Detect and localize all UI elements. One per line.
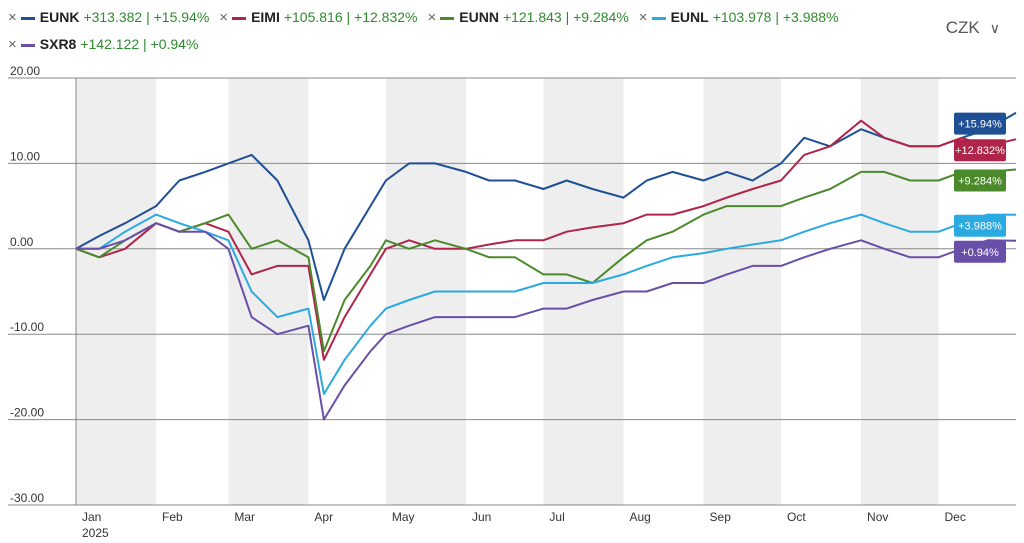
y-tick-label: -20.00 <box>10 406 44 420</box>
x-tick-label: Feb <box>162 510 183 524</box>
x-tick-label: Nov <box>867 510 888 524</box>
series-line-eunk <box>75 111 1017 301</box>
currency-selector[interactable]: CZK ∨ <box>946 18 1000 38</box>
legend-item-eunk[interactable]: × EUNK +313.382 | +15.94% <box>8 4 209 31</box>
chart-legend: × EUNK +313.382 | +15.94% × EIMI +105.816 | +… <box>8 4 928 58</box>
month-band <box>228 78 309 505</box>
legend-ticker: EUNK <box>39 9 80 25</box>
end-label-text: +9.284% <box>958 176 1002 188</box>
end-labels: +15.94% +12.832% +9.284% +3.988% +0.94% <box>954 112 1006 263</box>
x-tick-label: Dec <box>945 510 966 524</box>
series-line-eunl <box>76 213 1017 395</box>
legend-ticker: SXR8 <box>39 36 77 52</box>
legend-ticker: EIMI <box>251 9 280 25</box>
legend-swatch <box>20 43 35 47</box>
month-band <box>543 78 624 505</box>
x-year-label: 2025 <box>82 526 109 540</box>
chevron-down-icon: ∨ <box>989 20 1000 36</box>
legend-swatch <box>20 16 35 20</box>
x-tick-label: May <box>392 510 415 524</box>
legend-item-sxr8[interactable]: × SXR8 +142.122 | +0.94% <box>8 31 198 58</box>
end-label-box <box>954 240 1006 263</box>
x-tick-label: Jun <box>472 510 491 524</box>
end-label-eimi: +12.832% <box>954 139 1006 162</box>
month-band <box>703 78 781 505</box>
legend-values: +313.382 | +15.94% <box>83 9 210 25</box>
remove-icon[interactable]: × <box>638 9 648 26</box>
legend-swatch <box>232 16 247 20</box>
series-line-eimi <box>75 119 1017 361</box>
remove-icon[interactable]: × <box>427 9 437 26</box>
x-tick-label: Jul <box>549 510 564 524</box>
end-label-text: +15.94% <box>958 119 1002 131</box>
remove-icon[interactable]: × <box>219 9 229 26</box>
legend-item-eunn[interactable]: × EUNN +121.843 | +9.284% <box>428 4 629 31</box>
y-tick-label: -10.00 <box>10 320 44 334</box>
legend-values: +103.978 | +3.988% <box>712 9 839 25</box>
series-line-eunn <box>75 168 1017 353</box>
remove-icon[interactable]: × <box>8 36 17 53</box>
legend-values: +105.816 | +12.832% <box>283 9 418 25</box>
legend-swatch <box>440 16 455 20</box>
end-label-eunn: +9.284% <box>954 169 1006 192</box>
y-tick-label: 20.00 <box>10 64 40 78</box>
end-label-box <box>954 214 1006 237</box>
x-tick-label: Oct <box>787 510 806 524</box>
x-axis-ticks: Jan Feb Mar Apr May Jun Jul Aug Sep Oct Nov Dec 2025 <box>82 510 966 540</box>
legend-item-eunl[interactable]: × EUNL +103.978 | +3.988% <box>639 4 839 31</box>
end-label-box <box>954 112 1006 135</box>
y-tick-label: 0.00 <box>10 235 34 249</box>
y-tick-label: -30.00 <box>10 491 44 505</box>
y-axis-ticks: 20.00 10.00 0.00 -10.00 -20.00 -30.00 <box>10 64 44 505</box>
x-tick-label: Apr <box>314 510 333 524</box>
month-band <box>861 78 939 505</box>
legend-item-eimi[interactable]: × EIMI +105.816 | +12.832% <box>219 4 417 31</box>
legend-ticker: EUNN <box>459 9 499 25</box>
legend-swatch <box>651 16 666 20</box>
remove-icon[interactable]: × <box>8 9 17 26</box>
end-label-text: +3.988% <box>958 221 1002 233</box>
x-tick-label: Aug <box>629 510 650 524</box>
end-label-box <box>954 169 1006 192</box>
legend-ticker: EUNL <box>670 9 709 25</box>
month-band <box>76 78 157 505</box>
series-line-sxr8 <box>76 222 1017 421</box>
end-label-text: +12.832% <box>955 145 1005 157</box>
grid-lines <box>8 77 1016 506</box>
legend-values: +121.843 | +9.284% <box>502 9 629 25</box>
x-tick-label: Jan <box>82 510 101 524</box>
end-label-text: +0.94% <box>961 247 999 259</box>
end-label-eunl: +3.988% <box>954 214 1006 237</box>
y-tick-label: 10.00 <box>10 149 40 163</box>
end-label-sxr8: +0.94% <box>954 240 1006 263</box>
x-tick-label: Mar <box>234 510 255 524</box>
currency-label: CZK <box>945 18 980 37</box>
end-label-box <box>954 139 1006 162</box>
legend-values: +142.122 | +0.94% <box>80 36 199 52</box>
x-tick-label: Sep <box>710 510 732 524</box>
series-lines <box>75 111 1017 421</box>
end-label-eunk: +15.94% <box>954 112 1006 135</box>
